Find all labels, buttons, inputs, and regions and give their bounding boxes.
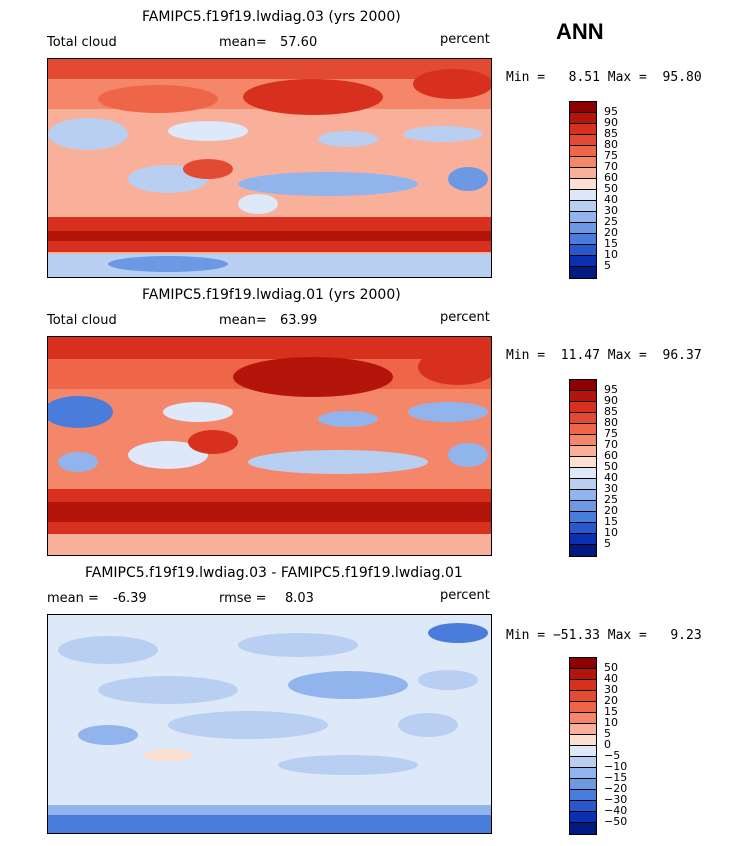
panel1-minmax: Min = 8.51 Max = 95.80 bbox=[506, 70, 702, 85]
panel2-mean-value: 63.99 bbox=[280, 313, 318, 328]
panel1-level: 10 bbox=[604, 248, 618, 261]
panel3-level: 40 bbox=[604, 672, 618, 685]
panel3-level: −40 bbox=[604, 804, 628, 817]
panel2-level: 20 bbox=[604, 504, 618, 517]
panel1-map-canvas bbox=[48, 59, 491, 277]
panel2-level: 50 bbox=[604, 460, 618, 473]
panel2-title: FAMIPC5.f19f19.lwdiag.01 (yrs 2000) bbox=[142, 287, 401, 303]
panel3-units: percent bbox=[440, 588, 490, 603]
panel1-colorbar bbox=[569, 101, 597, 279]
panel1-title: FAMIPC5.f19f19.lwdiag.03 (yrs 2000) bbox=[142, 9, 401, 25]
panel3-level: 10 bbox=[604, 716, 618, 729]
panel1-map bbox=[47, 58, 492, 278]
panel2-level: 40 bbox=[604, 471, 618, 484]
panel1-level: 70 bbox=[604, 160, 618, 173]
panel3-rmse-value: 8.03 bbox=[285, 591, 314, 606]
panel2-level: 30 bbox=[604, 482, 618, 495]
panel3-level: 5 bbox=[604, 727, 611, 740]
panel2-level: 10 bbox=[604, 526, 618, 539]
panel1-level: 15 bbox=[604, 237, 618, 250]
panel3-level: −10 bbox=[604, 760, 628, 773]
panel2-map-canvas bbox=[48, 337, 491, 555]
panel3-level: −15 bbox=[604, 771, 628, 784]
panel3-level: 20 bbox=[604, 694, 618, 707]
panel3-level: 30 bbox=[604, 683, 618, 696]
panel1-level: 25 bbox=[604, 215, 618, 228]
panel2-level: 75 bbox=[604, 427, 618, 440]
panel2-level: 80 bbox=[604, 416, 618, 429]
panel1-level: 20 bbox=[604, 226, 618, 239]
panel2-units: percent bbox=[440, 310, 490, 325]
panel3-mean-value: -6.39 bbox=[113, 591, 147, 606]
panel3-minmax: Min = −51.33 Max = 9.23 bbox=[506, 628, 702, 643]
panel3-colorbar bbox=[569, 657, 597, 835]
panel1-level: 95 bbox=[604, 105, 618, 118]
panel1-mean-label: mean= bbox=[219, 35, 267, 50]
panel1-level: 85 bbox=[604, 127, 618, 140]
panel2-level: 5 bbox=[604, 537, 611, 550]
panel1-level: 40 bbox=[604, 193, 618, 206]
panel1-level: 90 bbox=[604, 116, 618, 129]
panel3-map bbox=[47, 614, 492, 834]
panel2-level: 15 bbox=[604, 515, 618, 528]
panel2-level: 25 bbox=[604, 493, 618, 506]
panel3-level: −50 bbox=[604, 815, 628, 828]
panel1-variable-label: Total cloud bbox=[47, 35, 117, 50]
panel3-level: −30 bbox=[604, 793, 628, 806]
panel1-level: 75 bbox=[604, 149, 618, 162]
panel3-level: 0 bbox=[604, 738, 611, 751]
panel2-map bbox=[47, 336, 492, 556]
panel1-mean-value: 57.60 bbox=[280, 35, 318, 50]
panel2-level: 95 bbox=[604, 383, 618, 396]
panel1-level: 50 bbox=[604, 182, 618, 195]
panel1-level: 5 bbox=[604, 259, 611, 272]
panel3-level: −20 bbox=[604, 782, 628, 795]
panel3-level: 15 bbox=[604, 705, 618, 718]
panel1-level: 60 bbox=[604, 171, 618, 184]
season-label: ANN bbox=[556, 19, 604, 44]
panel1-level: 30 bbox=[604, 204, 618, 217]
panel2-level: 85 bbox=[604, 405, 618, 418]
panel3-level: −5 bbox=[604, 749, 621, 762]
panel3-title: FAMIPC5.f19f19.lwdiag.03 - FAMIPC5.f19f1… bbox=[85, 565, 463, 581]
panel2-minmax: Min = 11.47 Max = 96.37 bbox=[506, 348, 702, 363]
panel2-level: 70 bbox=[604, 438, 618, 451]
panel1-level: 80 bbox=[604, 138, 618, 151]
panel2-variable-label: Total cloud bbox=[47, 313, 117, 328]
panel3-map-canvas bbox=[48, 615, 491, 833]
panel3-rmse-label: rmse = bbox=[219, 591, 267, 606]
panel2-mean-label: mean= bbox=[219, 313, 267, 328]
panel2-level: 90 bbox=[604, 394, 618, 407]
panel2-colorbar bbox=[569, 379, 597, 557]
panel2-level: 60 bbox=[604, 449, 618, 462]
panel3-mean-label: mean = bbox=[47, 591, 99, 606]
panel3-level: 50 bbox=[604, 661, 618, 674]
panel1-units: percent bbox=[440, 32, 490, 47]
